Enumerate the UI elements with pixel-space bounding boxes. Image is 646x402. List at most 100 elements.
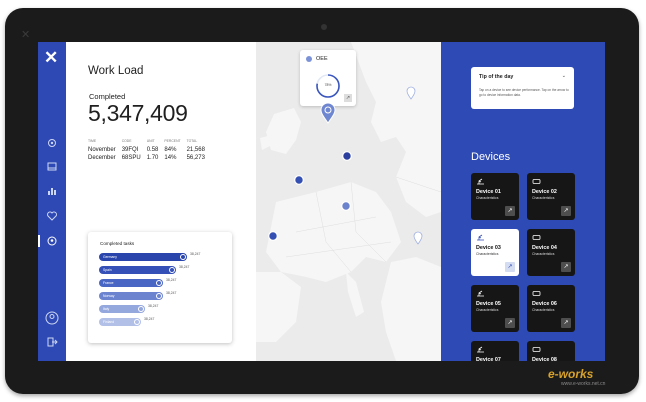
- task-bar-label: Germany: [103, 255, 117, 259]
- device-name: Device 02: [532, 189, 557, 195]
- robot-arm-icon: [477, 346, 484, 353]
- table-cell: 56,273: [186, 155, 205, 161]
- device-characteristics: Characteristics: [476, 308, 499, 312]
- oee-dot-icon: [306, 56, 312, 62]
- right-panel: Tip of the day ⌄ Tap on a device to see …: [441, 42, 605, 361]
- table-header-cell: TIME: [88, 139, 97, 143]
- device-characteristics: Characteristics: [476, 252, 499, 256]
- task-bar-label: Italy: [103, 307, 110, 311]
- completed-value: 5,347,409: [88, 100, 188, 126]
- task-bar-value: 38,247: [179, 265, 190, 269]
- task-bar-knob-icon[interactable]: [138, 306, 144, 312]
- heart-icon[interactable]: [46, 210, 58, 222]
- device-card[interactable]: Device 05 Characteristics ↗: [471, 285, 519, 332]
- map-view[interactable]: OEE 78% ↗: [256, 42, 441, 361]
- avatar-icon[interactable]: [45, 311, 59, 325]
- device-name: Device 03: [476, 245, 501, 251]
- tip-of-the-day-card[interactable]: Tip of the day ⌄ Tap on a device to see …: [471, 67, 574, 109]
- device-arrow-icon[interactable]: ↗: [505, 318, 515, 328]
- logout-icon[interactable]: [46, 336, 58, 348]
- device-card[interactable]: Device 03 Characteristics ↗: [471, 229, 519, 276]
- table-row: December 68SPU 1.70 14% 56,273: [88, 154, 211, 162]
- location-pin-icon[interactable]: [46, 235, 58, 247]
- map-marker-3[interactable]: [341, 201, 351, 211]
- task-bar-knob-icon[interactable]: [180, 254, 186, 260]
- table-header-cell: PERCENT: [164, 139, 181, 143]
- map-pin-east[interactable]: [413, 231, 423, 245]
- task-bar-label: Norway: [103, 294, 115, 298]
- robot-arm-icon: [477, 178, 484, 185]
- completed-tasks-card: Completed tasks Germany 38,247 Spain 38,247…: [88, 232, 232, 343]
- machine-icon: [532, 291, 541, 296]
- task-bar[interactable]: Finland: [99, 318, 141, 326]
- table-body: November 39FQI 0.58 84% 21,568 December 68SPU 1…: [88, 146, 211, 162]
- task-bar-label: Spain: [103, 268, 112, 272]
- task-bar-knob-icon[interactable]: [169, 267, 175, 273]
- task-bar[interactable]: Spain: [99, 266, 176, 274]
- task-bar[interactable]: Italy: [99, 305, 145, 313]
- task-bar[interactable]: Norway: [99, 292, 163, 300]
- camera: [321, 24, 327, 30]
- bar-chart-icon[interactable]: [46, 185, 58, 197]
- device-card[interactable]: Device 07: [471, 341, 519, 361]
- device-card[interactable]: Device 01 Characteristics ↗: [471, 173, 519, 220]
- task-bar[interactable]: Germany: [99, 253, 187, 261]
- watermark-brand: e-works: [548, 367, 594, 381]
- device-name: Device 07: [476, 357, 501, 361]
- table-header-cell: UNIT: [146, 139, 155, 143]
- map-marker-4[interactable]: [268, 231, 278, 241]
- monitor-icon[interactable]: [46, 161, 58, 173]
- task-bar-knob-icon[interactable]: [156, 293, 162, 299]
- table-cell: November: [88, 147, 116, 153]
- machine-icon: [532, 347, 541, 352]
- device-card[interactable]: Device 06 Characteristics ↗: [527, 285, 575, 332]
- workload-panel: Work Load Completed 5,347,409 TIME CODE UN…: [66, 42, 256, 361]
- chevron-down-icon[interactable]: ⌄: [561, 73, 566, 79]
- gear-icon[interactable]: [46, 137, 58, 149]
- device-arrow-icon[interactable]: ↗: [505, 262, 515, 272]
- device-characteristics: Characteristics: [532, 308, 555, 312]
- oee-card[interactable]: OEE 78% ↗: [300, 50, 356, 106]
- oee-arrow-icon[interactable]: ↗: [344, 94, 352, 102]
- task-bar-value: 38,247: [144, 317, 155, 321]
- oee-percent: 78%: [324, 83, 332, 87]
- device-card[interactable]: Device 02 Characteristics ↗: [527, 173, 575, 220]
- watermark-site: www.e-works.net.cn: [561, 381, 606, 387]
- task-bar-value: 38,247: [190, 252, 201, 256]
- table-row: November 39FQI 0.58 84% 21,568: [88, 146, 211, 154]
- device-arrow-icon[interactable]: ↗: [561, 206, 571, 216]
- robot-arm-icon: [477, 290, 484, 297]
- map-pin-north[interactable]: [406, 86, 416, 100]
- device-name: Device 04: [532, 245, 557, 251]
- task-bar-value: 38,247: [148, 304, 159, 308]
- device-characteristics: Characteristics: [532, 252, 555, 256]
- table-cell: 68SPU: [121, 155, 141, 161]
- machine-icon: [532, 235, 541, 240]
- table-cell: 0.58: [146, 147, 159, 153]
- robot-arm-icon: [477, 234, 484, 241]
- device-name: Device 01: [476, 189, 501, 195]
- task-bar-knob-icon[interactable]: [156, 280, 162, 286]
- device-card[interactable]: Device 08: [527, 341, 575, 361]
- task-bar-knob-icon[interactable]: [134, 319, 140, 325]
- device-name: Device 06: [532, 301, 557, 307]
- map-marker-2[interactable]: [294, 175, 304, 185]
- close-logo-icon[interactable]: ✕: [44, 48, 59, 67]
- device-arrow-icon[interactable]: ↗: [561, 262, 571, 272]
- task-bar[interactable]: France: [99, 279, 163, 287]
- bezel-close-icon: ✕: [21, 29, 31, 41]
- device-arrow-icon[interactable]: ↗: [561, 318, 571, 328]
- table-header-cell: CODE: [121, 139, 132, 143]
- device-arrow-icon[interactable]: ↗: [505, 206, 515, 216]
- app-screen: ✕ Work Load Completed 5,347,409 TIME CODE…: [38, 42, 605, 361]
- device-characteristics: Characteristics: [532, 196, 555, 200]
- oee-label: OEE: [316, 56, 328, 62]
- task-bar-label: France: [103, 281, 114, 285]
- machine-icon: [532, 179, 541, 184]
- europe-map: [256, 42, 441, 361]
- sidebar-selected-indicator: [38, 235, 40, 247]
- completed-label: Completed: [89, 92, 126, 101]
- device-card[interactable]: Device 04 Characteristics ↗: [527, 229, 575, 276]
- map-pin-active[interactable]: [320, 102, 336, 124]
- map-marker-1[interactable]: [342, 151, 352, 161]
